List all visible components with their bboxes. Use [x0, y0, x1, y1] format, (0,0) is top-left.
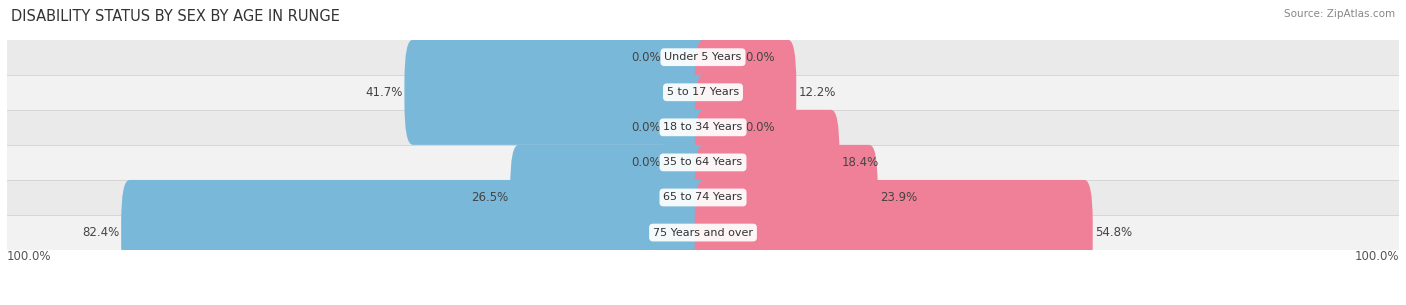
Text: 0.0%: 0.0% — [631, 121, 661, 134]
FancyBboxPatch shape — [664, 75, 711, 180]
FancyBboxPatch shape — [695, 40, 796, 145]
Text: 65 to 74 Years: 65 to 74 Years — [664, 192, 742, 203]
FancyBboxPatch shape — [664, 110, 711, 215]
Text: 0.0%: 0.0% — [631, 51, 661, 64]
Text: 100.0%: 100.0% — [7, 250, 52, 263]
Text: 0.0%: 0.0% — [745, 121, 775, 134]
Bar — [7, 75, 1399, 110]
Text: Source: ZipAtlas.com: Source: ZipAtlas.com — [1284, 9, 1395, 19]
Text: 18 to 34 Years: 18 to 34 Years — [664, 122, 742, 132]
Text: 12.2%: 12.2% — [799, 86, 835, 99]
FancyBboxPatch shape — [664, 5, 711, 110]
Text: 100.0%: 100.0% — [1354, 250, 1399, 263]
Text: DISABILITY STATUS BY SEX BY AGE IN RUNGE: DISABILITY STATUS BY SEX BY AGE IN RUNGE — [11, 9, 340, 24]
Bar — [7, 40, 1399, 75]
Text: 23.9%: 23.9% — [880, 191, 917, 204]
Text: 35 to 64 Years: 35 to 64 Years — [664, 157, 742, 167]
Text: 0.0%: 0.0% — [745, 51, 775, 64]
Bar — [7, 145, 1399, 180]
Text: Under 5 Years: Under 5 Years — [665, 52, 741, 62]
Text: 0.0%: 0.0% — [631, 156, 661, 169]
Bar — [7, 110, 1399, 145]
Legend: Male, Female: Male, Female — [634, 302, 772, 305]
Text: 75 Years and over: 75 Years and over — [652, 228, 754, 238]
Text: 82.4%: 82.4% — [82, 226, 120, 239]
FancyBboxPatch shape — [695, 5, 742, 110]
FancyBboxPatch shape — [405, 40, 711, 145]
Bar — [7, 180, 1399, 215]
FancyBboxPatch shape — [510, 145, 711, 250]
FancyBboxPatch shape — [695, 110, 839, 215]
Text: 54.8%: 54.8% — [1095, 226, 1132, 239]
FancyBboxPatch shape — [695, 180, 1092, 285]
Text: 26.5%: 26.5% — [471, 191, 508, 204]
Text: 5 to 17 Years: 5 to 17 Years — [666, 87, 740, 97]
FancyBboxPatch shape — [121, 180, 711, 285]
Text: 18.4%: 18.4% — [842, 156, 879, 169]
FancyBboxPatch shape — [695, 145, 877, 250]
FancyBboxPatch shape — [695, 75, 742, 180]
Bar — [7, 215, 1399, 250]
Text: 41.7%: 41.7% — [366, 86, 402, 99]
